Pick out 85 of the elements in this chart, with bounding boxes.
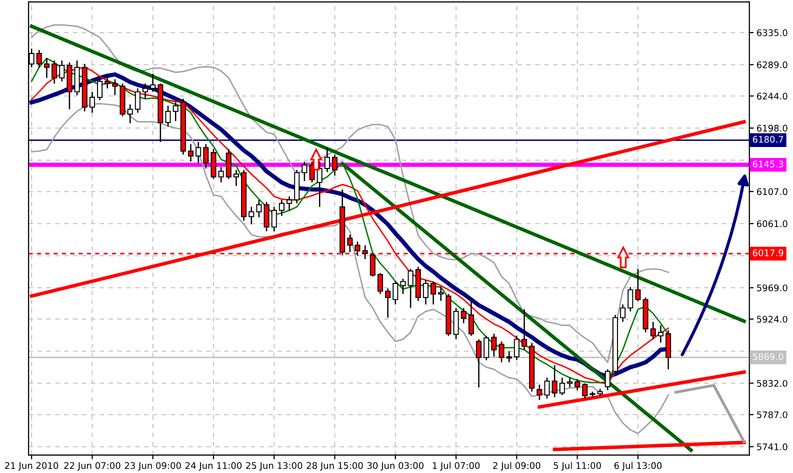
candlestick xyxy=(165,105,171,128)
candlestick xyxy=(514,335,520,361)
candlestick xyxy=(218,166,224,184)
candlestick xyxy=(302,160,308,182)
candlestick xyxy=(286,196,292,211)
candlestick xyxy=(468,296,474,336)
candlestick xyxy=(332,154,338,176)
candlestick xyxy=(559,377,565,396)
y-tick-label: 5741.0 xyxy=(757,443,788,450)
candlestick xyxy=(150,73,156,92)
candlestick xyxy=(104,74,110,89)
candlestick xyxy=(97,76,103,101)
candlestick xyxy=(422,279,428,306)
candlestick xyxy=(604,368,610,391)
ref-line-label: 6017.9 xyxy=(752,249,784,256)
candlestick xyxy=(196,141,202,164)
candlestick xyxy=(460,307,466,324)
candlestick xyxy=(264,201,270,232)
candlestick xyxy=(59,60,65,82)
candlestick xyxy=(347,234,353,253)
candlestick xyxy=(233,169,239,187)
candlestick xyxy=(574,378,580,391)
x-tick-label: 2 Jul 09:00 xyxy=(493,462,540,471)
candlestick xyxy=(628,286,634,312)
candlestick xyxy=(44,58,50,79)
candlestick xyxy=(377,272,384,295)
candlestick xyxy=(635,268,641,302)
y-tick-label: 6244.0 xyxy=(756,92,788,100)
candlestick xyxy=(408,268,414,309)
y-tick-label: 5924.0 xyxy=(757,316,788,323)
candlestick xyxy=(392,280,398,306)
y-tick-label: 5832.0 xyxy=(757,380,788,387)
candlestick xyxy=(566,377,573,388)
y-tick-label: 6061.0 xyxy=(756,220,788,228)
y-tick-label: 5969.0 xyxy=(757,284,788,292)
candlestick xyxy=(188,143,194,162)
y-tick-label: 5787.0 xyxy=(757,411,788,418)
candlestick xyxy=(438,286,444,302)
candlestick xyxy=(256,199,262,218)
candlestick xyxy=(36,49,42,68)
ref-line-label: 6145.3 xyxy=(752,160,784,168)
y-tick-label: 6107.0 xyxy=(756,188,788,196)
candlestick xyxy=(134,88,140,114)
x-tick-label: 25 Jun 13:00 xyxy=(246,462,302,471)
x-tick-label: 5 Jul 11:00 xyxy=(554,462,601,471)
candlestick xyxy=(582,382,588,400)
y-tick-label: 6289.0 xyxy=(756,61,788,68)
x-tick-label: 30 Jun 03:00 xyxy=(367,462,424,471)
candlestick xyxy=(506,350,512,363)
candlestick xyxy=(484,335,490,361)
candlestick xyxy=(142,82,148,100)
candlestick xyxy=(278,199,284,217)
candlestick xyxy=(203,143,209,170)
x-tick-label: 22 Jun 07:00 xyxy=(64,462,120,471)
candlestick xyxy=(658,324,664,344)
candlestick xyxy=(385,288,391,318)
candlestick xyxy=(324,146,330,173)
y-tick-label: 6198.0 xyxy=(756,124,788,132)
candlestick xyxy=(248,206,254,225)
x-tick-label: 28 Jun 15:00 xyxy=(306,462,363,471)
candlestick xyxy=(226,148,232,180)
candlestick xyxy=(476,338,482,388)
x-tick-label: 6 Jul 13:00 xyxy=(614,462,662,471)
candlestick xyxy=(453,307,459,340)
ref-line-label: 6180.7 xyxy=(752,136,784,143)
ref-line-label: 5869.0 xyxy=(752,353,784,360)
candlestick xyxy=(89,91,95,114)
candlestick xyxy=(172,102,178,122)
candlestick xyxy=(400,278,406,295)
candlestick xyxy=(522,308,528,350)
y-tick-label: 6335.0 xyxy=(756,29,788,36)
candlestick xyxy=(650,321,656,340)
candlestick xyxy=(112,78,118,96)
candlestick xyxy=(491,333,497,358)
candlestick xyxy=(620,304,626,322)
x-tick-label: 1 Jul 07:00 xyxy=(432,462,480,471)
candlestick xyxy=(271,206,277,232)
x-tick-label: 24 Jun 11:00 xyxy=(185,462,242,471)
candlestick xyxy=(127,104,133,124)
candlestick xyxy=(536,384,542,401)
x-tick-label: 23 Jun 09:00 xyxy=(124,462,181,471)
x-tick-label: 21 Jun 2010 xyxy=(5,462,58,471)
candlestick xyxy=(544,377,550,400)
candlestick xyxy=(498,340,504,363)
candlestick xyxy=(430,280,436,306)
